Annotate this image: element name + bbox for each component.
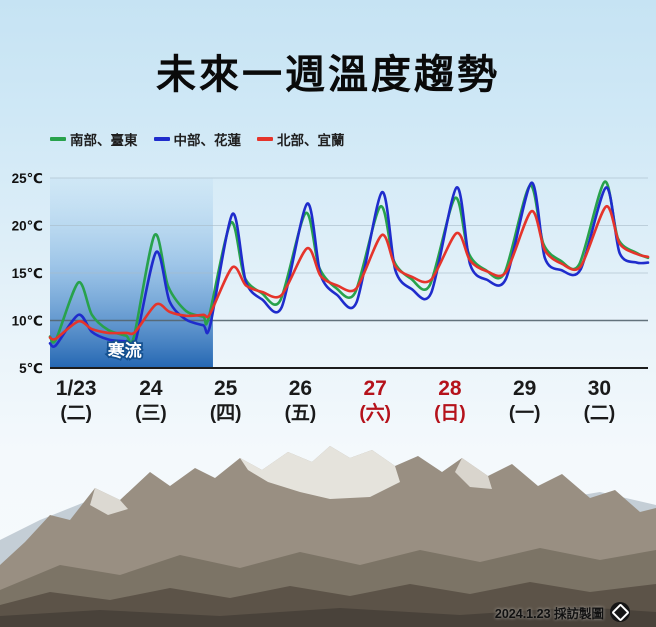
legend-swatch-central-hualien (153, 137, 170, 141)
credit-text: 2024.1.23 採訪製圖 (494, 606, 604, 621)
mountain-scenery (0, 446, 656, 627)
legend-item-north-yilan: 北部、宜蘭 (257, 129, 345, 149)
x-tick-weekday: (三) (135, 403, 167, 424)
series-line-0 (48, 180, 650, 345)
legend-item-south-taitung: 南部、臺東 (50, 129, 138, 149)
legend-label-central-hualien: 中部、花蓮 (173, 133, 242, 148)
y-tick-label: 5℃ (19, 361, 43, 376)
snow-patch-center (240, 446, 400, 499)
publisher-logo-icon (610, 602, 630, 622)
snow-patch-right (455, 458, 492, 489)
x-tick-weekday: (二) (60, 403, 92, 424)
x-tick-date: 25 (214, 377, 238, 400)
x-tick-weekday: (一) (509, 403, 541, 424)
legend-label-south-taitung: 南部、臺東 (70, 133, 138, 148)
y-tick-label: 15℃ (12, 266, 43, 281)
credit: 2024.1.23 採訪製圖 (495, 602, 630, 622)
snow-patch-left (90, 488, 128, 515)
y-tick-label: 20℃ (12, 219, 43, 234)
legend-swatch-north-yilan (257, 137, 273, 141)
series-line-2 (48, 205, 650, 341)
cold-wave-region (50, 178, 213, 368)
cold-wave-label: 寒流 (108, 341, 142, 361)
x-tick-date: 1/23 (56, 377, 97, 400)
x-tick-weekday: (五) (285, 403, 317, 424)
x-tick-date: 26 (289, 377, 312, 400)
page-title: 未來一週溫度趨勢 (156, 53, 500, 97)
series-line-1 (48, 181, 650, 350)
legend: 南部、臺東 中部、花蓮 北部、宜蘭 (50, 129, 345, 149)
legend-label-north-yilan: 北部、宜蘭 (277, 133, 345, 148)
x-tick-weekday: (六) (359, 401, 391, 424)
y-tick-label: 10℃ (12, 314, 43, 329)
x-tick-weekday: (四) (210, 403, 242, 424)
x-tick-weekday: (二) (584, 403, 616, 424)
x-tick-date: 28 (438, 377, 462, 400)
x-tick-date: 29 (513, 377, 536, 400)
y-tick-label: 25℃ (12, 171, 43, 186)
legend-swatch-south-taitung (50, 137, 66, 141)
x-tick-date: 27 (363, 377, 386, 400)
x-tick-date: 24 (139, 377, 163, 400)
x-tick-date: 30 (588, 377, 611, 400)
x-tick-weekday: (日) (434, 403, 466, 424)
mountain-base (0, 607, 656, 627)
legend-item-central-hualien: 中部、花蓮 (153, 129, 242, 149)
